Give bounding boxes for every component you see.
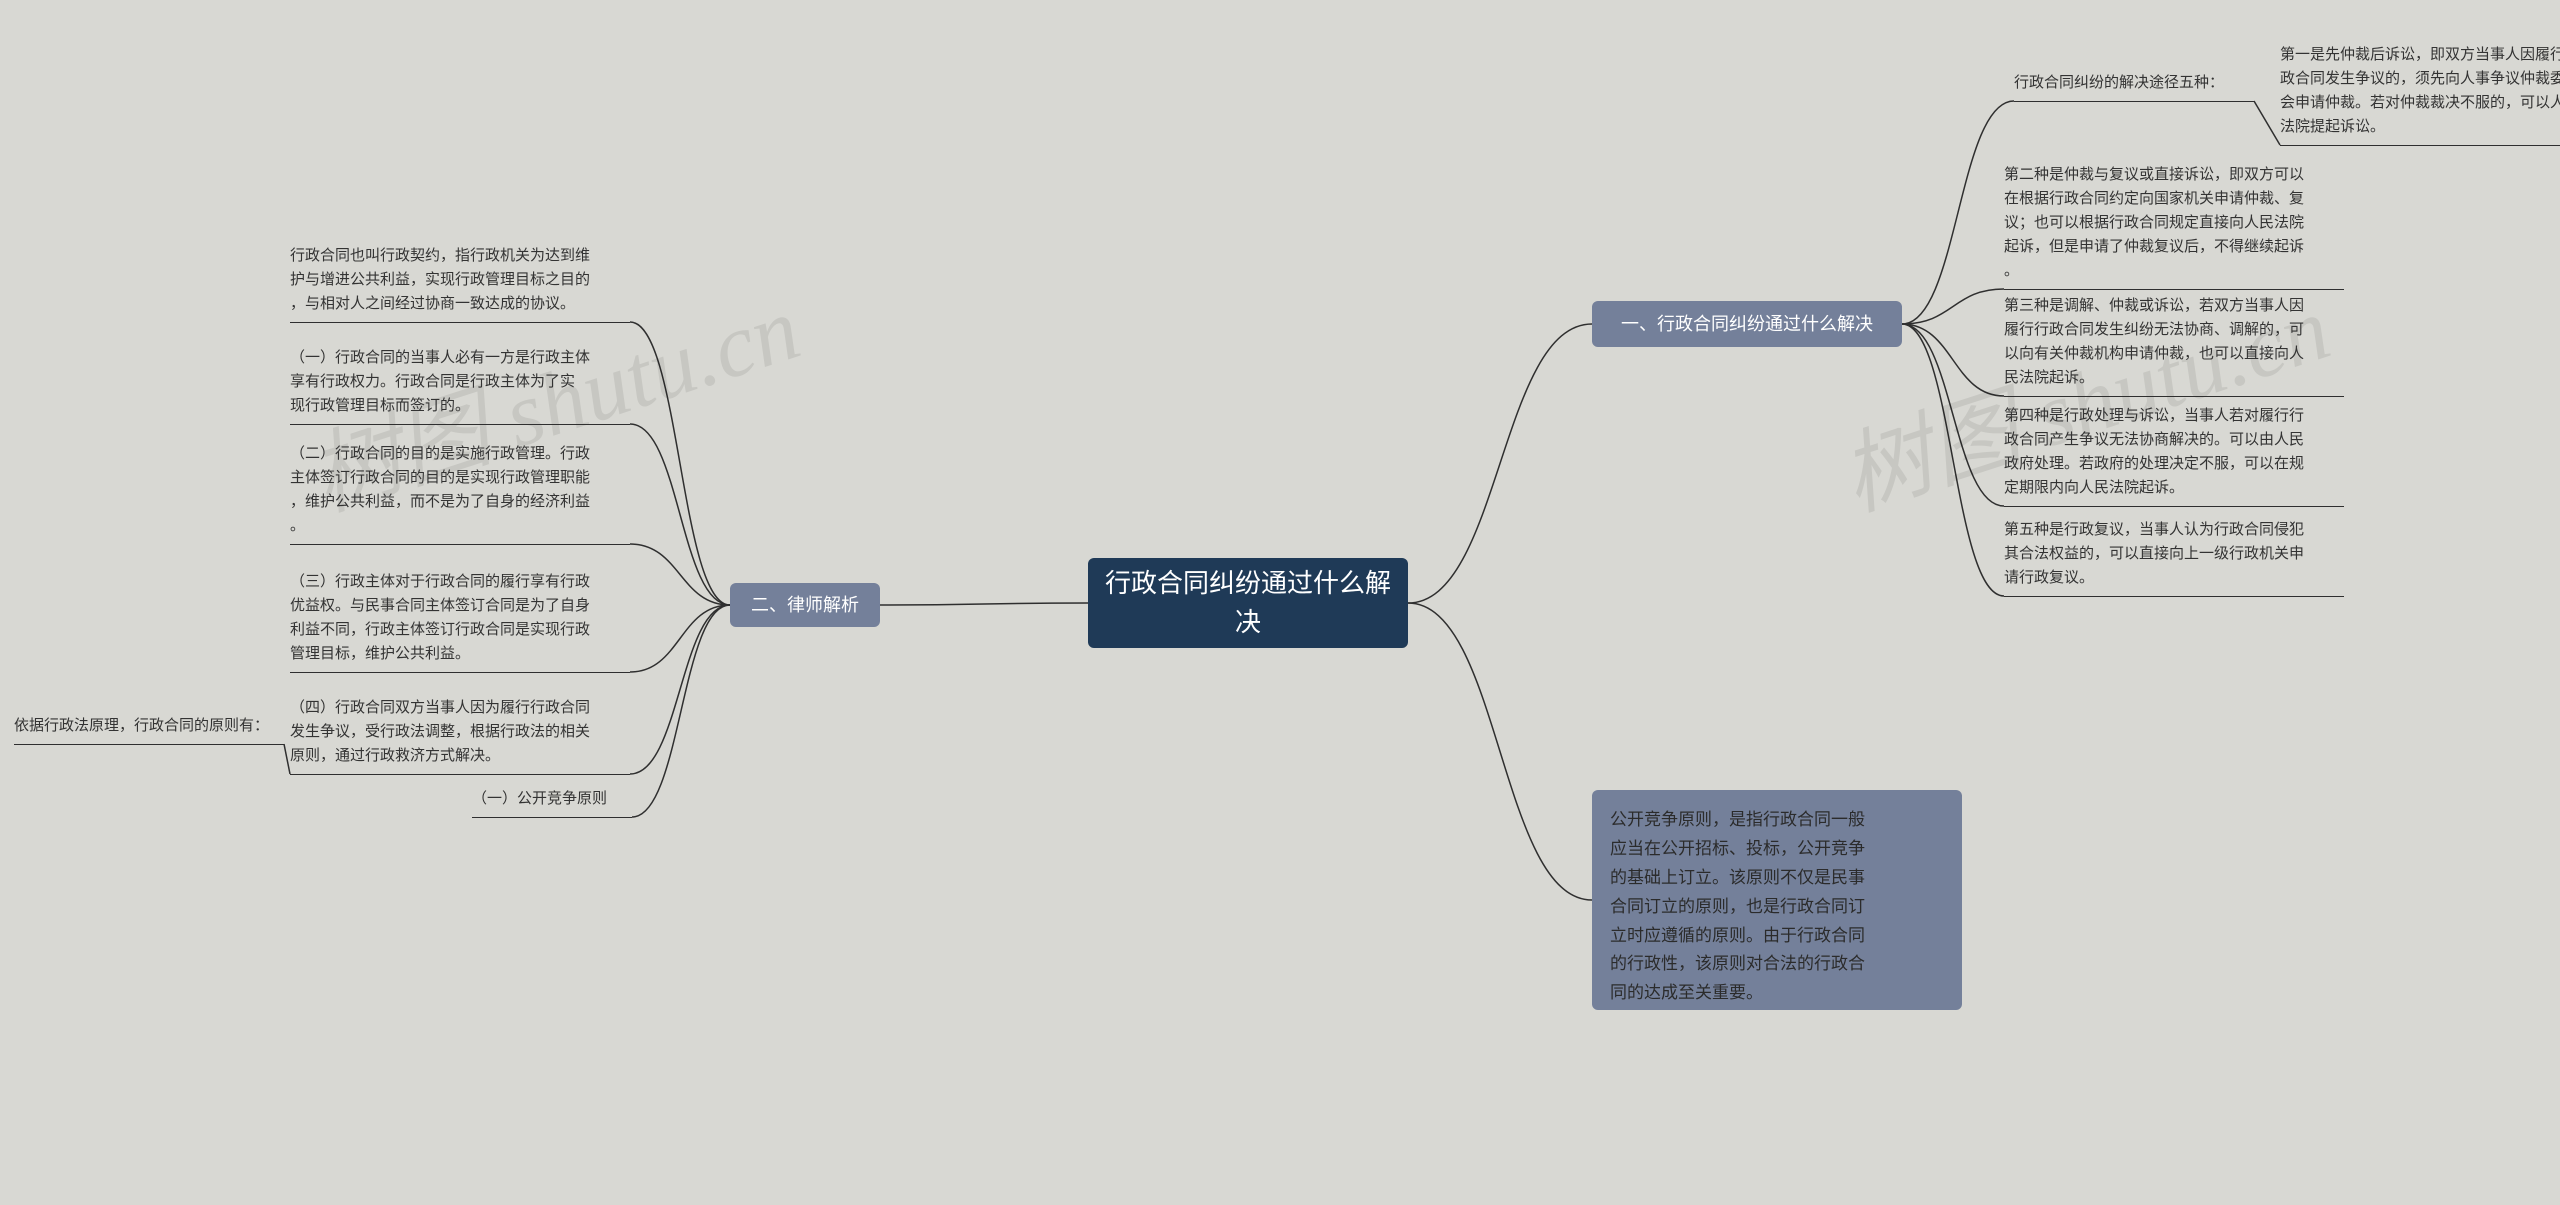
leaf-text: 第三种是调解、仲裁或诉讼，若双方当事人因履行行政合同发生纠纷无法协商、调解的，可… xyxy=(2004,294,2304,390)
branch-node-1[interactable]: 一、行政合同纠纷通过什么解决 xyxy=(1592,301,1902,347)
left-leaf[interactable]: （一）公开竞争原则 xyxy=(472,787,632,818)
leaf-text: （四）行政合同双方当事人因为履行行政合同发生争议，受行政法调整，根据行政法的相关… xyxy=(290,696,590,768)
left-leaf[interactable]: （一）行政合同的当事人必有一方是行政主体享有行政权力。行政合同是行政主体为了实现… xyxy=(290,346,630,425)
right-intermediate-leaf[interactable]: 行政合同纠纷的解决途径五种： xyxy=(2014,71,2254,102)
right-leaf[interactable]: 第二种是仲裁与复议或直接诉讼，即双方可以在根据行政合同约定向国家机关申请仲裁、复… xyxy=(2004,163,2344,290)
right-leaf[interactable]: 第五种是行政复议，当事人认为行政合同侵犯其合法权益的，可以直接向上一级行政机关申… xyxy=(2004,518,2344,597)
root-node[interactable]: 行政合同纠纷通过什么解决 xyxy=(1088,558,1408,648)
left-leaf[interactable]: （四）行政合同双方当事人因为履行行政合同发生争议，受行政法调整，根据行政法的相关… xyxy=(290,696,630,775)
right-leaf[interactable]: 第一是先仲裁后诉讼，即双方当事人因履行行政合同发生争议的，须先向人事争议仲裁委员… xyxy=(2280,43,2560,146)
principle-box[interactable]: 公开竞争原则，是指行政合同一般应当在公开招标、投标，公开竞争的基础上订立。该原则… xyxy=(1592,790,1962,1010)
branch-node-2[interactable]: 二、律师解析 xyxy=(730,583,880,627)
leaf-text: 依据行政法原理，行政合同的原则有： xyxy=(14,714,269,738)
right-leaf[interactable]: 第三种是调解、仲裁或诉讼，若双方当事人因履行行政合同发生纠纷无法协商、调解的，可… xyxy=(2004,294,2344,397)
left-extra-leaf[interactable]: 依据行政法原理，行政合同的原则有： xyxy=(14,714,284,745)
left-leaf[interactable]: （三）行政主体对于行政合同的履行享有行政优益权。与民事合同主体签订合同是为了自身… xyxy=(290,570,630,673)
leaf-text: （二）行政合同的目的是实施行政管理。行政主体签订行政合同的目的是实现行政管理职能… xyxy=(290,442,590,538)
left-leaf[interactable]: 行政合同也叫行政契约，指行政机关为达到维护与增进公共利益，实现行政管理目标之目的… xyxy=(290,244,630,323)
mindmap-canvas: 树图 shutu.cn 树图 shutu.cn 行政合同纠纷通过什么解决 一、行… xyxy=(0,0,2560,1205)
leaf-text: 行政合同纠纷的解决途径五种： xyxy=(2014,71,2224,95)
leaf-text: （一）公开竞争原则 xyxy=(472,787,607,811)
leaf-text: 第五种是行政复议，当事人认为行政合同侵犯其合法权益的，可以直接向上一级行政机关申… xyxy=(2004,518,2304,590)
leaf-text: 第二种是仲裁与复议或直接诉讼，即双方可以在根据行政合同约定向国家机关申请仲裁、复… xyxy=(2004,163,2304,283)
leaf-text: （三）行政主体对于行政合同的履行享有行政优益权。与民事合同主体签订合同是为了自身… xyxy=(290,570,590,666)
leaf-text: （一）行政合同的当事人必有一方是行政主体享有行政权力。行政合同是行政主体为了实现… xyxy=(290,346,590,418)
left-leaf[interactable]: （二）行政合同的目的是实施行政管理。行政主体签订行政合同的目的是实现行政管理职能… xyxy=(290,442,630,545)
leaf-text: 第一是先仲裁后诉讼，即双方当事人因履行行政合同发生争议的，须先向人事争议仲裁委员… xyxy=(2280,43,2560,139)
leaf-text: 第四种是行政处理与诉讼，当事人若对履行行政合同产生争议无法协商解决的。可以由人民… xyxy=(2004,404,2304,500)
right-leaf[interactable]: 第四种是行政处理与诉讼，当事人若对履行行政合同产生争议无法协商解决的。可以由人民… xyxy=(2004,404,2344,507)
leaf-text: 行政合同也叫行政契约，指行政机关为达到维护与增进公共利益，实现行政管理目标之目的… xyxy=(290,244,590,316)
